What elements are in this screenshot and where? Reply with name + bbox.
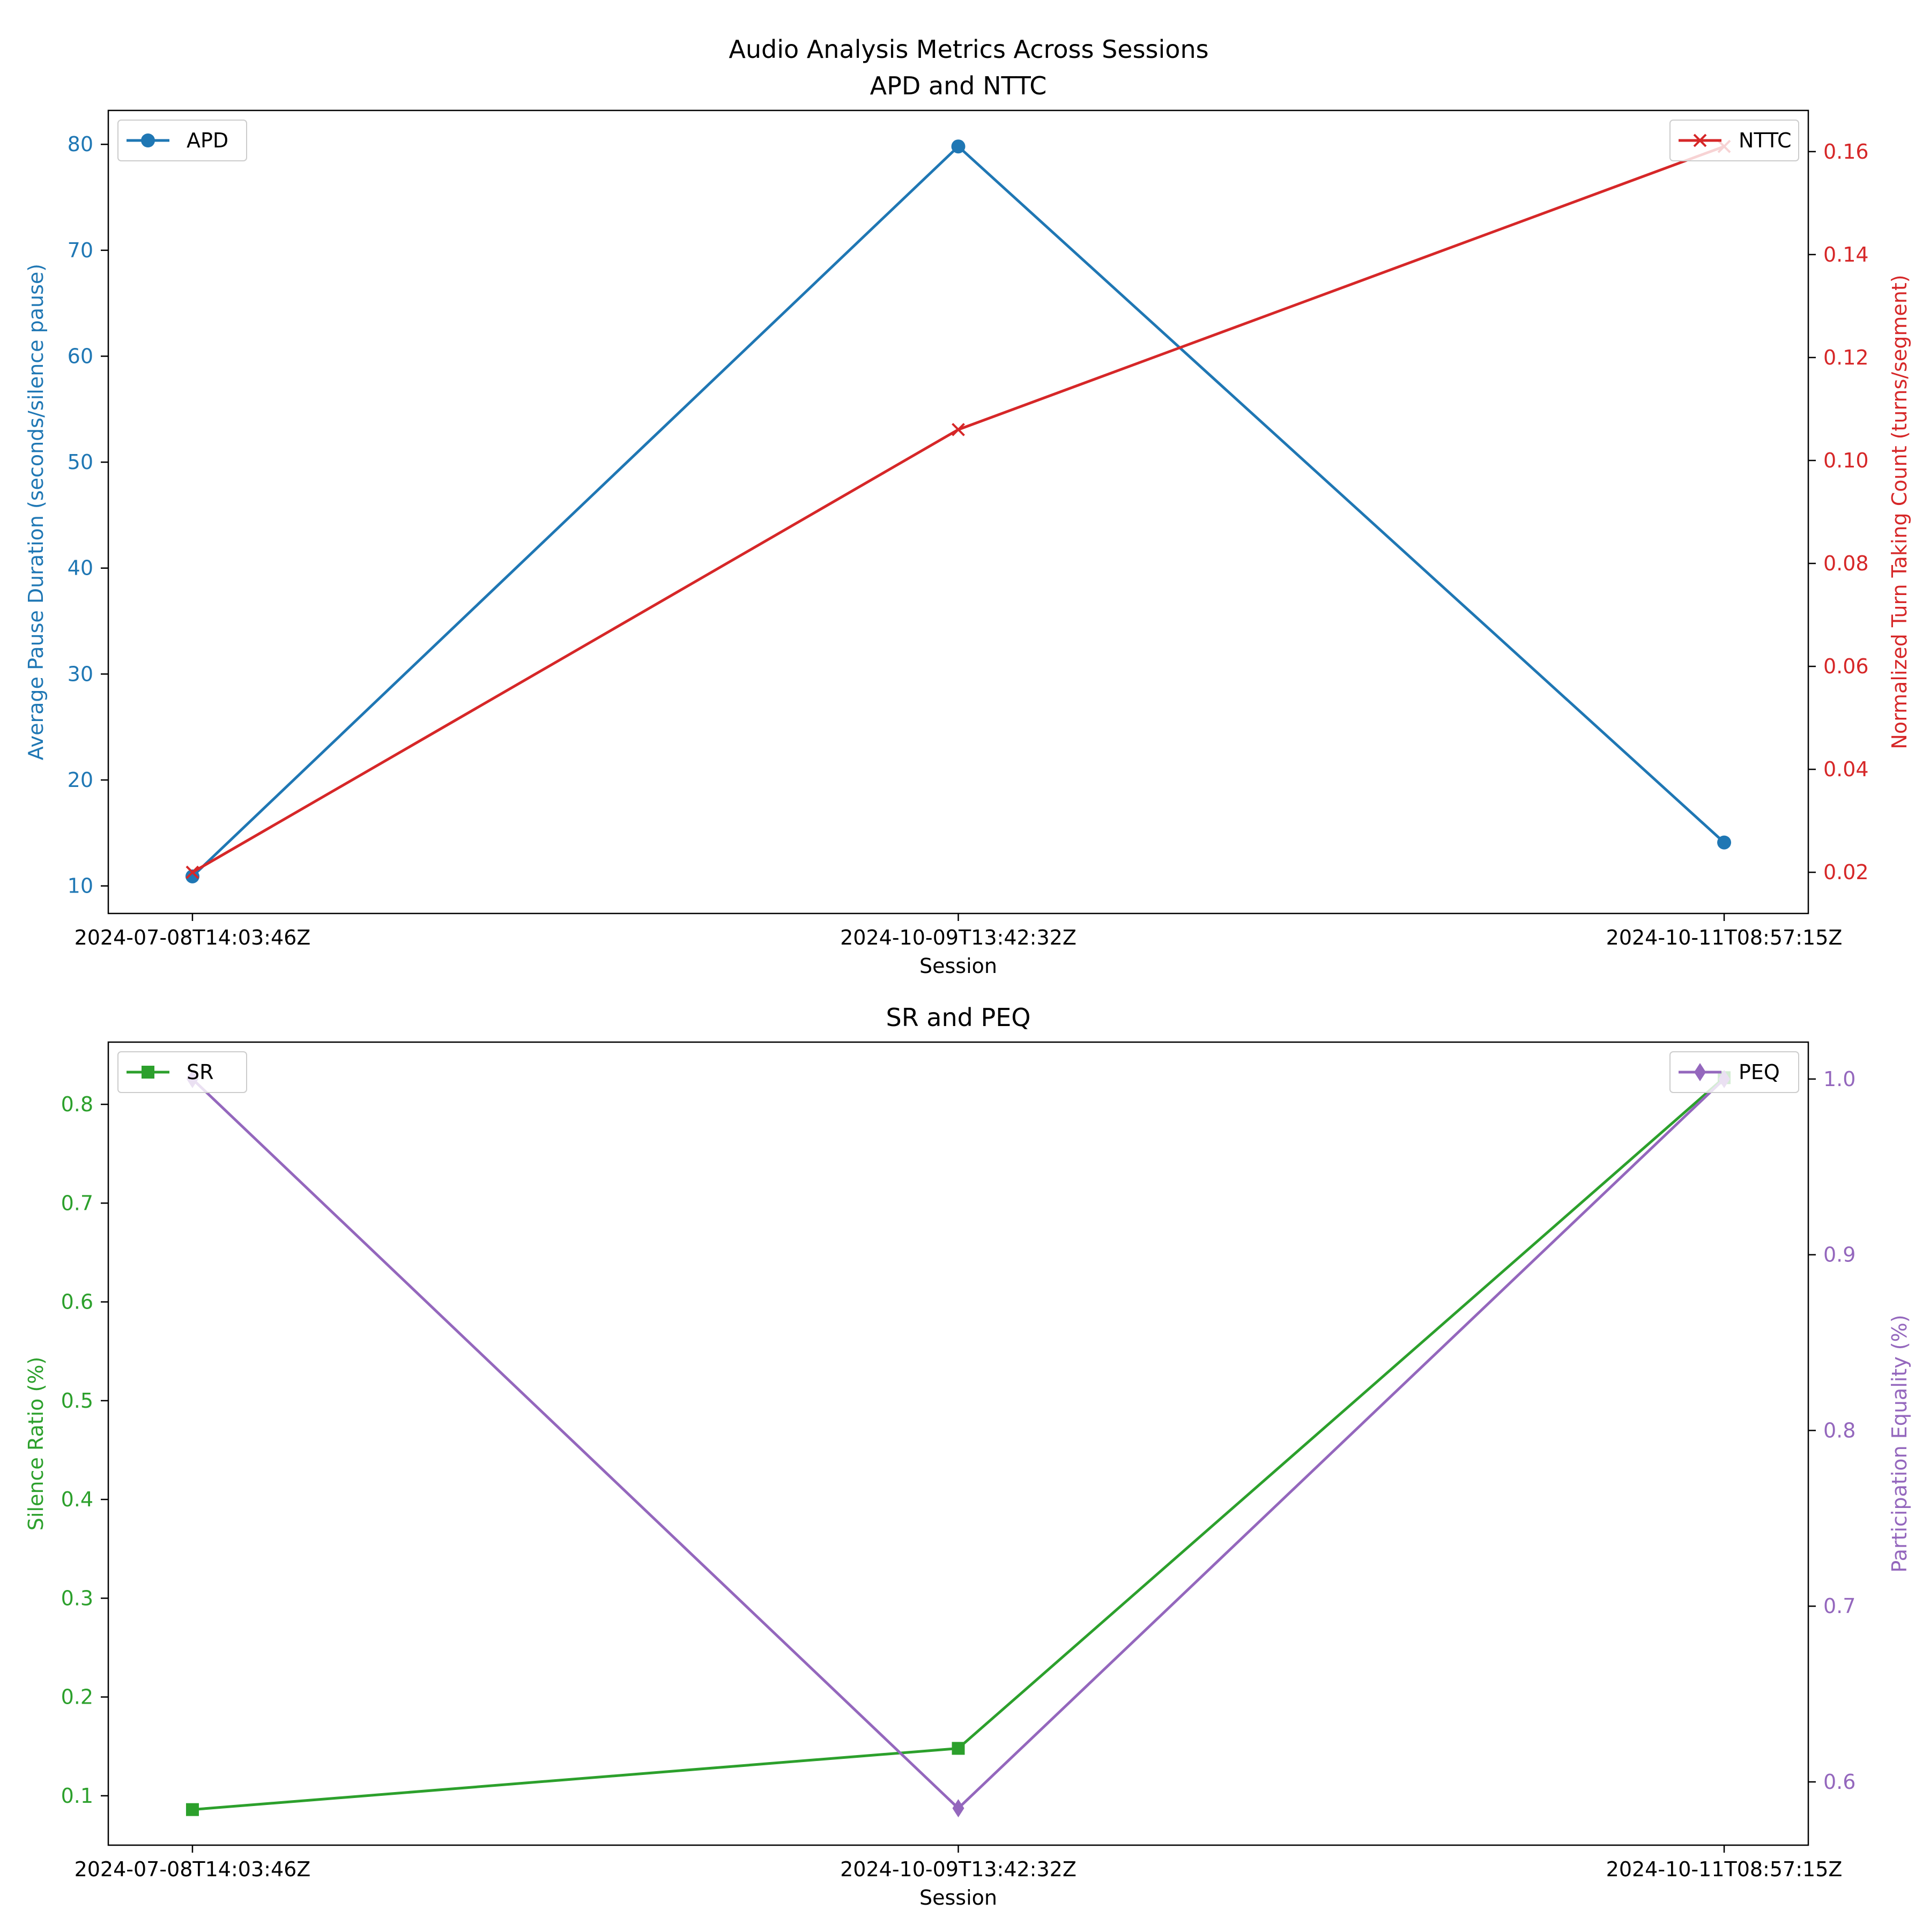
legend-label: APD xyxy=(187,129,228,152)
left-y-axis-label: Average Pause Duration (seconds/silence … xyxy=(24,264,48,760)
left-y-tick-label: 0.1 xyxy=(61,1784,93,1808)
legend-marker xyxy=(141,133,155,147)
left-y-tick-label: 20 xyxy=(68,768,93,792)
right-y-tick-label: 0.8 xyxy=(1823,1418,1855,1442)
right-y-tick-label: 0.12 xyxy=(1823,346,1869,369)
x-axis-label: Session xyxy=(919,954,997,978)
series-peq xyxy=(186,1069,1731,1818)
legend-box xyxy=(1669,1051,1799,1093)
legend-label: SR xyxy=(187,1060,214,1084)
left-y-tick-label: 60 xyxy=(68,344,93,368)
right-y-tick-label: 0.6 xyxy=(1823,1770,1855,1794)
chart-title: APD and NTTC xyxy=(870,71,1047,100)
chart-panel-sr-peq: SR and PEQ 2024-07-08T14:03:46Z 2024-10-09… xyxy=(24,1003,1911,1909)
left-y-tick-label: 0.2 xyxy=(61,1685,93,1709)
series-line-peq xyxy=(191,1078,1725,1810)
right-y-tick-label: 0.16 xyxy=(1823,140,1869,164)
left-y-tick-label: 0.4 xyxy=(61,1488,93,1511)
legend-label: PEQ xyxy=(1739,1060,1780,1084)
x-tick-label: 2024-07-08T14:03:46Z xyxy=(75,926,311,949)
right-y-tick-label: 0.14 xyxy=(1823,243,1869,266)
left-y-tick-label: 0.6 xyxy=(61,1290,93,1314)
x-axis-label: Session xyxy=(919,1886,997,1909)
data-point-nttc xyxy=(952,422,965,436)
legend-label: NTTC xyxy=(1739,129,1792,152)
data-point-peq xyxy=(952,1799,964,1818)
legend-box xyxy=(1669,120,1799,161)
left-y-axis-label: Silence Ratio (%) xyxy=(24,1357,48,1530)
legend-sr: SR xyxy=(117,1051,247,1093)
left-y-tick-label: 0.5 xyxy=(61,1389,93,1413)
figure-suptitle: Audio Analysis Metrics Across Sessions xyxy=(729,35,1208,64)
left-y-tick-label: 40 xyxy=(68,556,93,580)
chart-title: SR and PEQ xyxy=(886,1003,1031,1032)
data-point-sr xyxy=(185,1803,199,1816)
x-tick-label: 2024-10-09T13:42:32Z xyxy=(840,1857,1077,1881)
right-y-tick-label: 0.9 xyxy=(1823,1243,1855,1267)
left-y-tick-label: 50 xyxy=(68,450,93,474)
legend-marker xyxy=(1693,133,1707,147)
legend-box xyxy=(117,120,247,161)
series-line-sr xyxy=(192,1076,1725,1811)
x-tick-label: 2024-10-09T13:42:32Z xyxy=(840,926,1077,949)
right-y-tick-label: 0.02 xyxy=(1823,860,1869,884)
right-y-tick-label: 0.08 xyxy=(1823,552,1869,575)
data-point-apd xyxy=(185,869,199,883)
x-tick-label: 2024-10-11T08:57:15Z xyxy=(1606,926,1843,949)
series-line-apd xyxy=(191,145,1725,878)
series-sr xyxy=(185,1071,1731,1816)
right-y-tick-label: 0.06 xyxy=(1823,655,1869,678)
data-point-apd xyxy=(1717,835,1732,850)
series-apd xyxy=(185,139,1732,883)
data-point-nttc xyxy=(185,865,199,879)
plot-frame xyxy=(107,1041,1809,1846)
legend-marker xyxy=(142,1066,154,1079)
plot-frame xyxy=(107,109,1809,915)
series-line-nttc xyxy=(191,145,1725,874)
x-tick-label: 2024-07-08T14:03:46Z xyxy=(75,1857,311,1881)
left-y-tick-label: 10 xyxy=(68,874,93,898)
left-y-tick-label: 80 xyxy=(68,132,93,156)
right-y-tick-label: 0.10 xyxy=(1823,449,1869,472)
legend-apd: APD xyxy=(117,120,247,161)
left-y-tick-label: 30 xyxy=(68,662,93,686)
data-point-sr xyxy=(952,1742,965,1755)
legend-nttc: NTTC xyxy=(1669,120,1799,161)
right-y-axis-label: Participation Equality (%) xyxy=(1888,1314,1911,1572)
x-tick-label: 2024-10-11T08:57:15Z xyxy=(1606,1857,1843,1881)
right-y-axis-label: Normalized Turn Taking Count (turns/segm… xyxy=(1888,274,1911,749)
series-nttc xyxy=(185,139,1731,879)
chart-panel-apd-nttc: APD and NTTC 2024-07-08T14:03:46Z 2024-10-… xyxy=(24,71,1911,978)
data-point-apd xyxy=(951,139,966,154)
legend-marker xyxy=(1694,1063,1706,1081)
right-y-tick-label: 0.7 xyxy=(1823,1594,1855,1618)
right-y-tick-label: 1.0 xyxy=(1823,1067,1855,1091)
legend-box xyxy=(117,1051,247,1093)
left-y-tick-label: 0.8 xyxy=(61,1093,93,1116)
right-y-tick-label: 0.04 xyxy=(1823,757,1869,781)
legend-peq: PEQ xyxy=(1669,1051,1799,1093)
left-y-tick-label: 0.3 xyxy=(61,1586,93,1610)
left-y-tick-label: 0.7 xyxy=(61,1191,93,1215)
left-y-tick-label: 70 xyxy=(68,239,93,262)
